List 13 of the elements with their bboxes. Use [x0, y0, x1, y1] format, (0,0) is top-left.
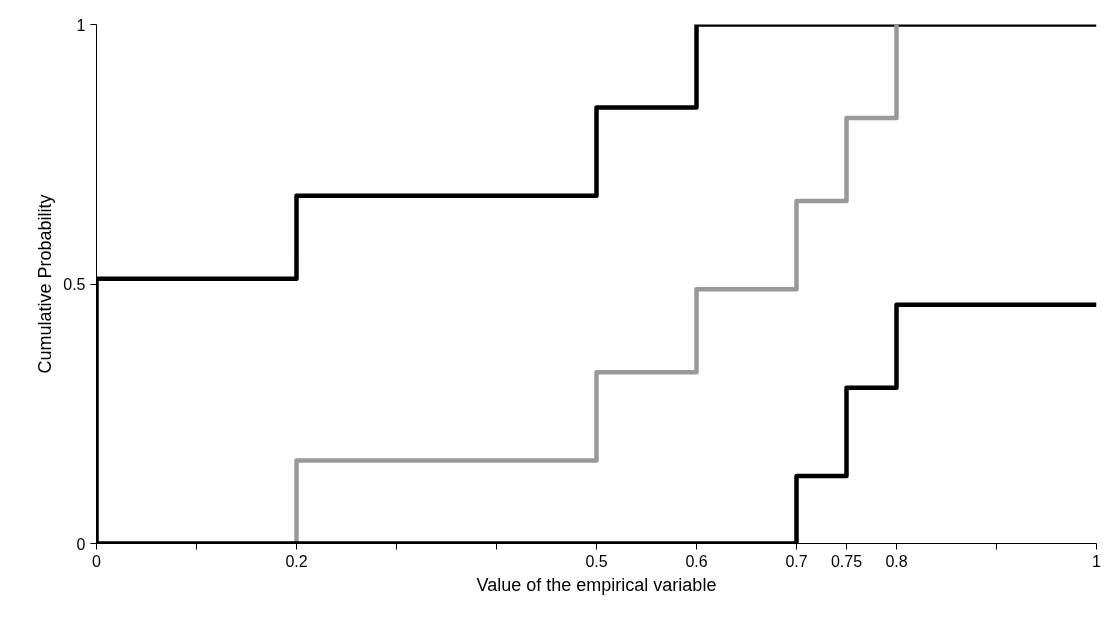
- x-tick-label: 0.6: [685, 552, 708, 570]
- x-tick-label: 1: [1092, 552, 1102, 570]
- y-tick-label: 1: [76, 16, 86, 34]
- x-tick-label: 0.8: [885, 552, 908, 570]
- y-tick-label: 0.5: [63, 276, 86, 293]
- x-tick-label: 0.7: [785, 552, 808, 570]
- x-tick-label: 0: [92, 552, 102, 570]
- y-axis-title: Cumulative Probability: [35, 194, 56, 374]
- x-axis-title: Value of the empirical variable: [476, 574, 717, 595]
- y-tick-label: 0: [76, 535, 86, 553]
- x-tick-label: 0.2: [285, 552, 308, 570]
- x-tick-label: 0.5: [585, 552, 608, 570]
- x-tick-label: 0.75: [830, 552, 863, 570]
